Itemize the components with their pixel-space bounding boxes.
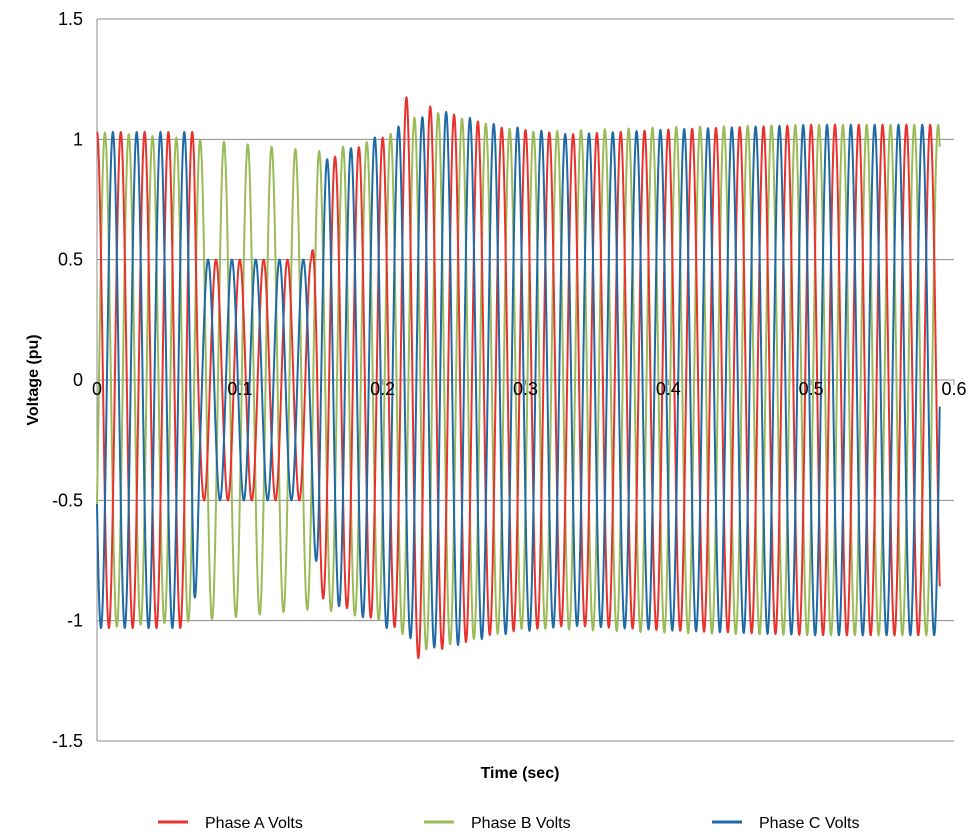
legend-label-phase-a: Phase A Volts (205, 815, 303, 832)
legend: Phase A Volts Phase B Volts Phase C Volt… (158, 815, 860, 832)
series-line-phase-c-volts (96, 110, 941, 649)
y-tick-label: 0.5 (58, 250, 83, 270)
x-tick-label: 0.5 (799, 379, 824, 399)
y-tick-label: 0 (73, 370, 83, 390)
series-line-phase-a-volts (96, 95, 941, 660)
x-axis-title: Time (sec) (481, 765, 560, 782)
series-layer (96, 95, 941, 660)
legend-item-phase-c: Phase C Volts (712, 815, 860, 832)
x-tick-label: 0.2 (370, 379, 395, 399)
legend-label-phase-b: Phase B Volts (471, 815, 571, 832)
x-tick-label: 0 (92, 379, 102, 399)
x-tick-labels: 0 0.1 0.2 0.3 0.4 0.5 0.6 (92, 379, 967, 399)
y-tick-label: 1 (73, 129, 83, 149)
y-tick-label: -0.5 (52, 490, 83, 510)
y-axis-title: Voltage (pu) (25, 334, 42, 425)
legend-label-phase-c: Phase C Volts (759, 815, 860, 832)
legend-item-phase-b: Phase B Volts (424, 815, 571, 832)
x-tick-label: 0.3 (513, 379, 538, 399)
x-tick-label: 0.6 (941, 379, 966, 399)
y-tick-label: 1.5 (58, 9, 83, 29)
legend-item-phase-a: Phase A Volts (158, 815, 303, 832)
x-tick-label: 0.4 (656, 379, 681, 399)
y-tick-label: -1 (67, 611, 83, 631)
x-tick-label: 0.1 (227, 379, 252, 399)
y-tick-label: -1.5 (52, 731, 83, 751)
y-tick-labels: 1.5 1 0.5 0 -0.5 -1 -1.5 (52, 9, 83, 751)
